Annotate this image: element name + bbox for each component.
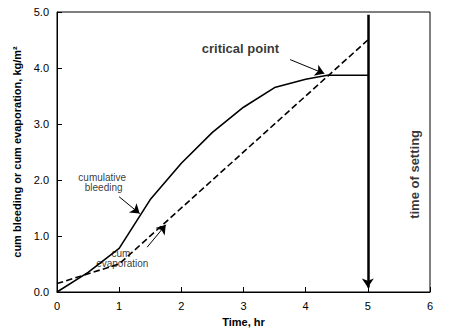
svg-text:bleeding: bleeding [85, 182, 123, 193]
svg-text:Time, hr: Time, hr [222, 316, 265, 328]
svg-text:1: 1 [116, 300, 122, 312]
svg-text:evaporation: evaporation [96, 257, 149, 269]
svg-text:6: 6 [427, 300, 433, 312]
svg-text:cumulative: cumulative [78, 172, 129, 184]
svg-text:0.0: 0.0 [34, 286, 49, 298]
svg-text:3.0: 3.0 [34, 118, 49, 130]
svg-text:2: 2 [178, 300, 184, 312]
svg-text:3: 3 [240, 300, 246, 312]
svg-text:critical point: critical point [202, 41, 280, 56]
svg-text:4.0: 4.0 [34, 62, 49, 74]
svg-text:1.0: 1.0 [34, 230, 49, 242]
svg-text:5: 5 [365, 300, 371, 312]
svg-text:5.0: 5.0 [34, 6, 49, 18]
svg-text:4: 4 [303, 300, 309, 312]
svg-text:time of setting: time of setting [407, 130, 422, 219]
svg-text:cum bleeding or cum evaporatio: cum bleeding or cum evaporation, kg/m² [11, 46, 23, 258]
svg-text:2.0: 2.0 [34, 174, 49, 186]
svg-text:0: 0 [54, 300, 60, 312]
